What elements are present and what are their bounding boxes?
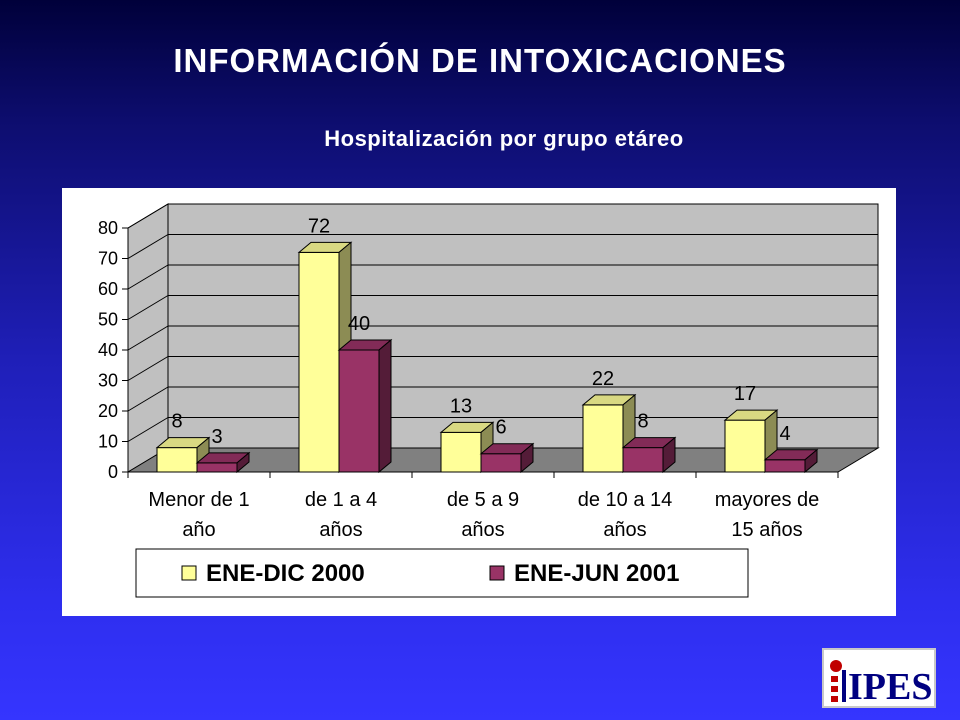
x-category-label: años xyxy=(603,519,646,541)
ipes-logo: IPES xyxy=(822,648,936,708)
x-category-label: Menor de 1 xyxy=(148,489,249,511)
bar-series-2 xyxy=(337,338,393,474)
page-title: INFORMACIÓN DE INTOXICACIONES xyxy=(173,42,787,79)
x-category-label: de 10 a 14 xyxy=(578,489,673,511)
legend-label: ENE-JUN 2001 xyxy=(514,560,679,587)
data-label: 40 xyxy=(348,313,370,335)
x-category-label: mayores de xyxy=(715,489,820,511)
chart-panel: 0 10 20 30 40 50 60 70 80 8 3 Menor de 1 año 72 40 de 1… xyxy=(62,188,896,616)
page-subtitle: Hospitalización por grupo etáreo xyxy=(324,126,684,151)
gridline-side xyxy=(127,356,169,381)
bar-series-2 xyxy=(479,442,535,474)
data-label: 17 xyxy=(734,383,756,405)
legend-swatch xyxy=(489,565,505,581)
y-tick-label: 0 xyxy=(108,462,118,482)
data-label: 8 xyxy=(637,411,648,433)
gridline-side xyxy=(127,417,169,442)
data-label: 4 xyxy=(779,423,790,445)
gridline-side xyxy=(127,386,169,412)
legend-swatch xyxy=(181,565,197,581)
legend-box xyxy=(135,548,749,598)
data-label: 6 xyxy=(495,417,506,439)
x-category-label: 15 años xyxy=(731,519,802,541)
gridline-side xyxy=(127,234,169,259)
data-label: 8 xyxy=(171,411,182,433)
data-label: 3 xyxy=(211,426,222,448)
bar-chart: 0 10 20 30 40 50 60 70 80 8 3 Menor de 1 año 72 40 de 1… xyxy=(98,203,880,598)
x-category-label: años xyxy=(319,519,362,541)
ipes-logo-mark: IPES xyxy=(830,660,932,708)
y-tick-label: 30 xyxy=(98,371,118,391)
bar-series-2 xyxy=(195,451,251,474)
y-tick-label: 40 xyxy=(98,340,118,360)
bar-series-2 xyxy=(621,436,677,474)
y-tick-label: 20 xyxy=(98,401,118,421)
data-label: 13 xyxy=(450,395,472,417)
gridline-side xyxy=(127,264,169,290)
legend-label: ENE-DIC 2000 xyxy=(206,560,365,587)
gridline-side xyxy=(127,203,169,229)
bar-series-2 xyxy=(763,448,819,474)
y-tick-label: 80 xyxy=(98,218,118,238)
bar-series-1 xyxy=(155,436,211,474)
y-tick-label: 10 xyxy=(98,432,118,452)
data-label: 72 xyxy=(308,215,330,237)
x-category-label: año xyxy=(182,519,215,541)
y-tick-label: 50 xyxy=(98,310,118,330)
y-tick-label: 60 xyxy=(98,279,118,299)
x-category-label: de 5 a 9 xyxy=(447,489,519,511)
x-category-label: años xyxy=(461,519,504,541)
gridline-side xyxy=(127,325,169,351)
data-label: 22 xyxy=(592,368,614,390)
x-category-label: de 1 a 4 xyxy=(305,489,377,511)
y-tick-label: 70 xyxy=(98,249,118,269)
logo-text: IPES xyxy=(848,666,932,706)
gridline-side xyxy=(127,295,169,320)
